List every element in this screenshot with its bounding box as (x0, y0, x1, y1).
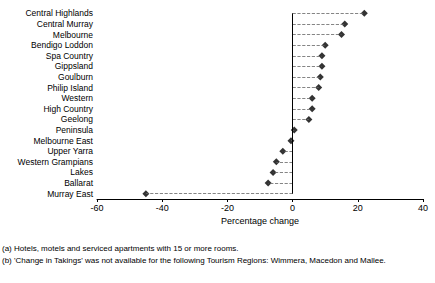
svg-text:Melbourne East: Melbourne East (33, 136, 93, 146)
svg-text:40: 40 (418, 203, 428, 213)
svg-text:Western Grampians: Western Grampians (18, 157, 93, 167)
svg-text:Central Highlands: Central Highlands (25, 8, 93, 18)
svg-text:Percentage change: Percentage change (221, 216, 299, 226)
svg-text:-40: -40 (156, 203, 169, 213)
svg-text:Melbourne: Melbourne (53, 30, 93, 40)
svg-text:High Country: High Country (43, 104, 93, 114)
svg-text:0: 0 (290, 203, 295, 213)
svg-text:Gippsland: Gippsland (55, 61, 94, 71)
svg-text:Geelong: Geelong (61, 114, 93, 124)
svg-text:Upper Yarra: Upper Yarra (47, 146, 93, 156)
svg-text:Goulburn: Goulburn (58, 72, 93, 82)
svg-text:20: 20 (353, 203, 363, 213)
svg-text:(b) 'Change in Takings' was no: (b) 'Change in Takings' was not availabl… (2, 256, 386, 265)
svg-text:Philip Island: Philip Island (47, 83, 93, 93)
svg-text:-60: -60 (90, 203, 103, 213)
svg-text:Bendigo Loddon: Bendigo Loddon (31, 40, 93, 50)
svg-text:Ballarat: Ballarat (64, 178, 93, 188)
svg-text:(a) Hotels, motels and service: (a) Hotels, motels and serviced apartmen… (2, 244, 239, 253)
svg-text:Peninsula: Peninsula (56, 125, 94, 135)
svg-text:Western: Western (62, 93, 94, 103)
svg-text:Lakes: Lakes (70, 167, 93, 177)
svg-text:Spa Country: Spa Country (46, 51, 94, 61)
svg-text:Central Murray: Central Murray (37, 19, 94, 29)
svg-text:-20: -20 (221, 203, 234, 213)
svg-text:Murray East: Murray East (47, 189, 93, 199)
